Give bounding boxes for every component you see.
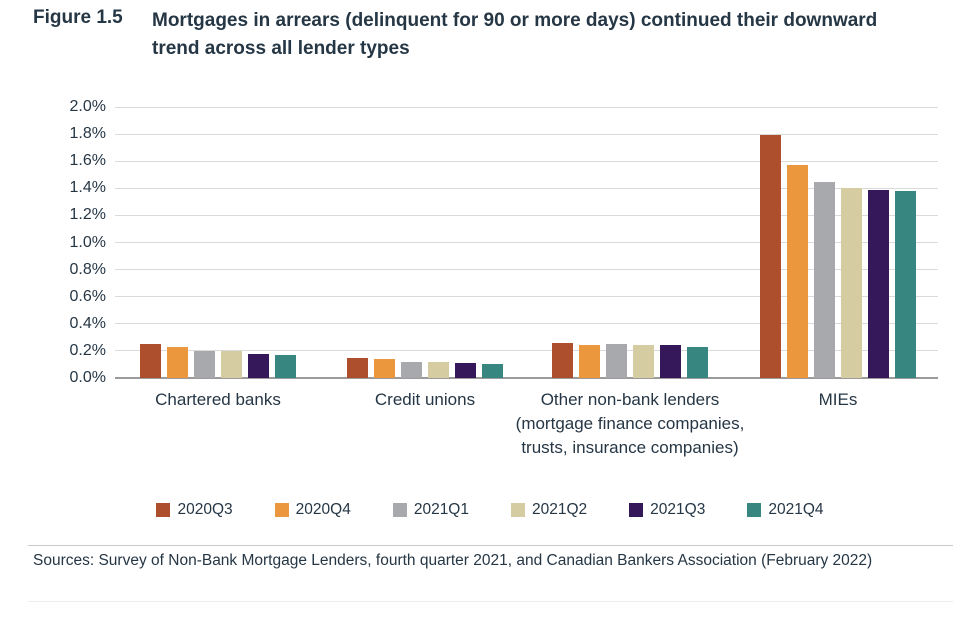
figure-title: Mortgages in arrears (delinquent for 90 … (152, 10, 878, 59)
gridline (115, 160, 938, 162)
bar-2021Q2-4 (841, 188, 862, 378)
bar-2021Q4-4 (895, 191, 916, 378)
legend-label: 2020Q4 (295, 501, 351, 518)
x-axis-category-label: Credit unions (374, 390, 476, 409)
y-axis-tick-label: 1.0% (69, 233, 106, 251)
legend-swatch-icon (747, 503, 762, 517)
y-axis-tick-label: 1.2% (69, 206, 106, 224)
y-axis-tick-label: 0.8% (69, 260, 106, 278)
bar-2020Q4-3 (579, 345, 600, 378)
y-axis-tick-label: 0.6% (69, 287, 106, 305)
legend-item-2021Q4: 2021Q4 (747, 501, 824, 519)
bar-2020Q3-3 (552, 343, 573, 378)
legend-label: 2020Q3 (177, 501, 233, 518)
bar-2021Q3-2 (455, 363, 476, 378)
bar-2020Q3-1 (140, 344, 161, 378)
legend-item-2021Q3: 2021Q3 (629, 501, 705, 519)
bar-2021Q1-3 (606, 344, 627, 378)
gridline (115, 242, 938, 243)
bar-2021Q2-3 (633, 345, 654, 378)
bar-2020Q4-2 (374, 359, 395, 378)
y-axis-tick-label: 1.6% (69, 152, 106, 170)
legend-item-2020Q4: 2020Q4 (274, 501, 351, 519)
bar-2021Q3-3 (660, 345, 681, 378)
bar-2021Q1-1 (194, 351, 215, 378)
bar-2021Q4-1 (275, 355, 296, 378)
bar-2021Q1-4 (814, 182, 835, 378)
legend-swatch-icon (629, 503, 644, 517)
legend-label: 2021Q3 (650, 501, 706, 518)
gridline (115, 323, 938, 325)
bar-2021Q4-3 (687, 347, 708, 378)
x-axis-line (115, 377, 938, 379)
legend-item-2021Q2: 2021Q2 (511, 501, 587, 519)
legend-swatch-icon (511, 503, 525, 517)
bar-2021Q2-2 (428, 362, 449, 378)
figure-number-label: Figure 1.5 (33, 7, 123, 28)
divider-line-top (28, 545, 953, 546)
bar-2021Q3-4 (868, 190, 889, 378)
bar-2021Q3-1 (248, 354, 269, 378)
divider-line-bottom (28, 601, 953, 602)
gridline (115, 269, 938, 271)
bar-2020Q3-4 (760, 135, 781, 378)
gridline (115, 214, 938, 216)
x-axis-category-label: Chartered banks (155, 390, 281, 409)
legend-label: 2021Q1 (413, 501, 469, 518)
legend-label: 2021Q4 (768, 501, 824, 518)
bar-2020Q4-4 (787, 165, 808, 378)
y-axis-tick-label: 2.0% (69, 98, 106, 115)
bar-2021Q4-2 (482, 364, 503, 378)
chart-legend: 2020Q3 2020Q4 2021Q1 2021Q2 2021Q3 2021Q4 (0, 501, 980, 519)
gridline (115, 133, 938, 135)
x-axis-category-label: Other non-bank lenders (mortgage finance… (515, 390, 745, 457)
legend-swatch-icon (156, 503, 171, 517)
legend-item-2020Q3: 2020Q3 (156, 501, 233, 519)
y-axis-tick-label: 0.0% (69, 369, 106, 386)
source-note: Sources: Survey of Non-Bank Mortgage Len… (33, 552, 873, 569)
legend-label: 2021Q2 (532, 501, 588, 518)
gridline (115, 350, 938, 352)
legend-swatch-icon (392, 503, 407, 517)
legend-swatch-icon (274, 503, 289, 517)
bar-2021Q1-2 (401, 362, 422, 378)
bar-2020Q3-2 (347, 358, 368, 378)
legend-item-2021Q1: 2021Q1 (392, 501, 469, 519)
y-axis-tick-label: 0.4% (69, 314, 106, 332)
y-axis-tick-label: 0.2% (69, 341, 106, 359)
gridline (115, 187, 938, 189)
y-axis-tick-label: 1.8% (69, 125, 106, 143)
gridline (115, 296, 938, 298)
gridline (115, 106, 938, 108)
x-axis-category-label: MIEs (818, 390, 858, 409)
y-axis-tick-label: 1.4% (69, 179, 106, 197)
bar-2021Q2-1 (221, 351, 242, 378)
bar-2020Q4-1 (167, 347, 188, 378)
